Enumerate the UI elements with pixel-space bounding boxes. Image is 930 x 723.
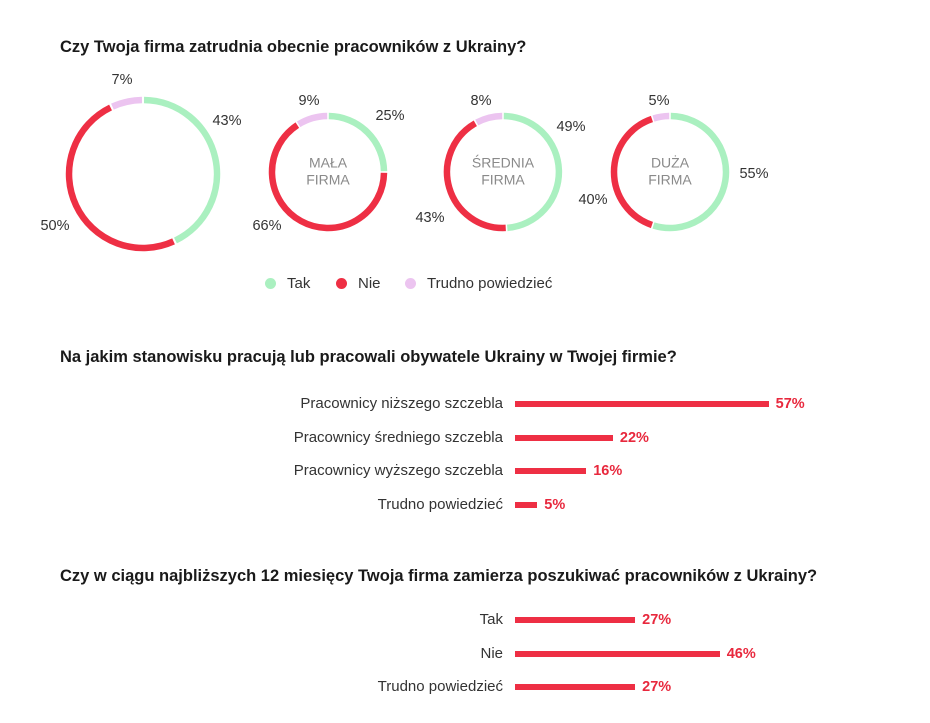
donut-2-segment-trudno [296,112,328,128]
donut-4-label-trudno: 5% [649,93,670,109]
hiring-bar [515,650,720,657]
question-2-title: Na jakim stanowisku pracują lub pracowal… [60,348,677,366]
donut-3-segment-trudno [475,112,503,126]
donut-2-label-tak: 25% [375,108,404,124]
position-category-label: Pracownicy wyższego szczebla [293,462,503,479]
donut-1-segment-tak [143,96,221,244]
position-row: Pracownicy wyższego szczebla 16% [0,460,930,484]
legend-label-nie: Nie [358,275,381,292]
position-bar [515,434,613,441]
position-category-label: Pracownicy niższego szczebla [300,395,503,412]
donut-charts: 43%50%7%25%66%9%MAŁAFIRMA49%43%8%ŚREDNIA… [40,72,769,252]
donut-2-label-trudno: 9% [299,93,320,109]
hiring-value-label: 27% [642,679,672,695]
donut-3-segment-nie [443,120,506,232]
donut-3-segment-tak [503,112,563,232]
position-row: Pracownicy średniego szczebla 22% [0,427,930,451]
donut-1-label-tak: 43% [212,113,241,129]
donut-4-segment-trudno [652,112,670,122]
hiring-value-label: 27% [642,612,672,628]
donut-1-label-trudno: 7% [112,72,133,88]
hiring-row: Nie 46% [0,643,930,667]
donut-3-label-trudno: 8% [471,93,492,109]
donut-1-label-nie: 50% [40,218,69,234]
question-3-title: Czy w ciągu najbliższych 12 miesięcy Two… [60,567,818,585]
donut-1-segment-trudno [111,96,143,110]
legend-item-nie: Nie [336,275,381,292]
hiring-category-label: Trudno powiedzieć [377,678,503,695]
position-row: Pracownicy niższego szczebla 57% [0,393,930,417]
donut-3-center-label-line-1: ŚREDNIA [472,154,535,171]
donut-2-center-label-line-2: FIRMA [306,172,350,188]
position-value-label: 16% [593,463,623,479]
hiring-row: Tak 27% [0,609,930,633]
donut-4-segment-tak [652,112,730,232]
question-1-title: Czy Twoja firma zatrudnia obecnie pracow… [60,38,527,56]
donut-3-label-nie: 43% [415,210,444,226]
position-category-label: Trudno powiedzieć [377,495,503,513]
donut-4-center-label-line-2: FIRMA [648,172,692,188]
donut-4-center-label-line-1: DUŻA [651,154,690,171]
hiring-bar [515,617,636,623]
position-row: Trudno powiedzieć 5% [0,494,930,518]
legend-item-tak: Tak [265,275,310,292]
position-bar [515,501,538,508]
legend-swatch-tak [265,278,276,289]
position-category-label: Pracownicy średniego szczebla [293,428,503,446]
position-value-label: 57% [775,396,805,412]
donut-3-label-tak: 49% [556,119,585,135]
hiring-category-label: Tak [479,611,503,628]
donut-2-label-nie: 66% [252,218,281,234]
hiring-value-label: 46% [726,645,756,662]
position-value-label: 22% [619,429,649,446]
donut-4-segment-nie [610,115,654,229]
donut-1-segment-nie [65,104,175,252]
donut-4-label-tak: 55% [739,166,768,182]
hiring-bar [515,684,636,690]
legend-swatch-trudno [405,278,416,289]
donut-4-label-nie: 40% [578,192,607,208]
position-bar [515,401,769,407]
legend-item-trudno: Trudno powiedzieć [405,275,552,292]
donut-2-segment-tak [328,112,388,172]
donut-3-center-label-line-2: FIRMA [481,172,525,188]
hiring-row: Trudno powiedzieć 27% [0,676,930,700]
donut-legend: Tak Nie Trudno powiedzieć [0,275,930,295]
hiring-category-label: Nie [480,644,503,662]
donut-2-center-label-line-1: MAŁA [309,155,348,171]
legend-swatch-nie [336,278,347,289]
position-bar [515,468,587,474]
legend-label-trudno: Trudno powiedzieć [427,275,553,292]
position-value-label: 5% [544,496,566,513]
legend-label-tak: Tak [287,275,311,292]
donut-2-segment-nie [268,122,388,232]
